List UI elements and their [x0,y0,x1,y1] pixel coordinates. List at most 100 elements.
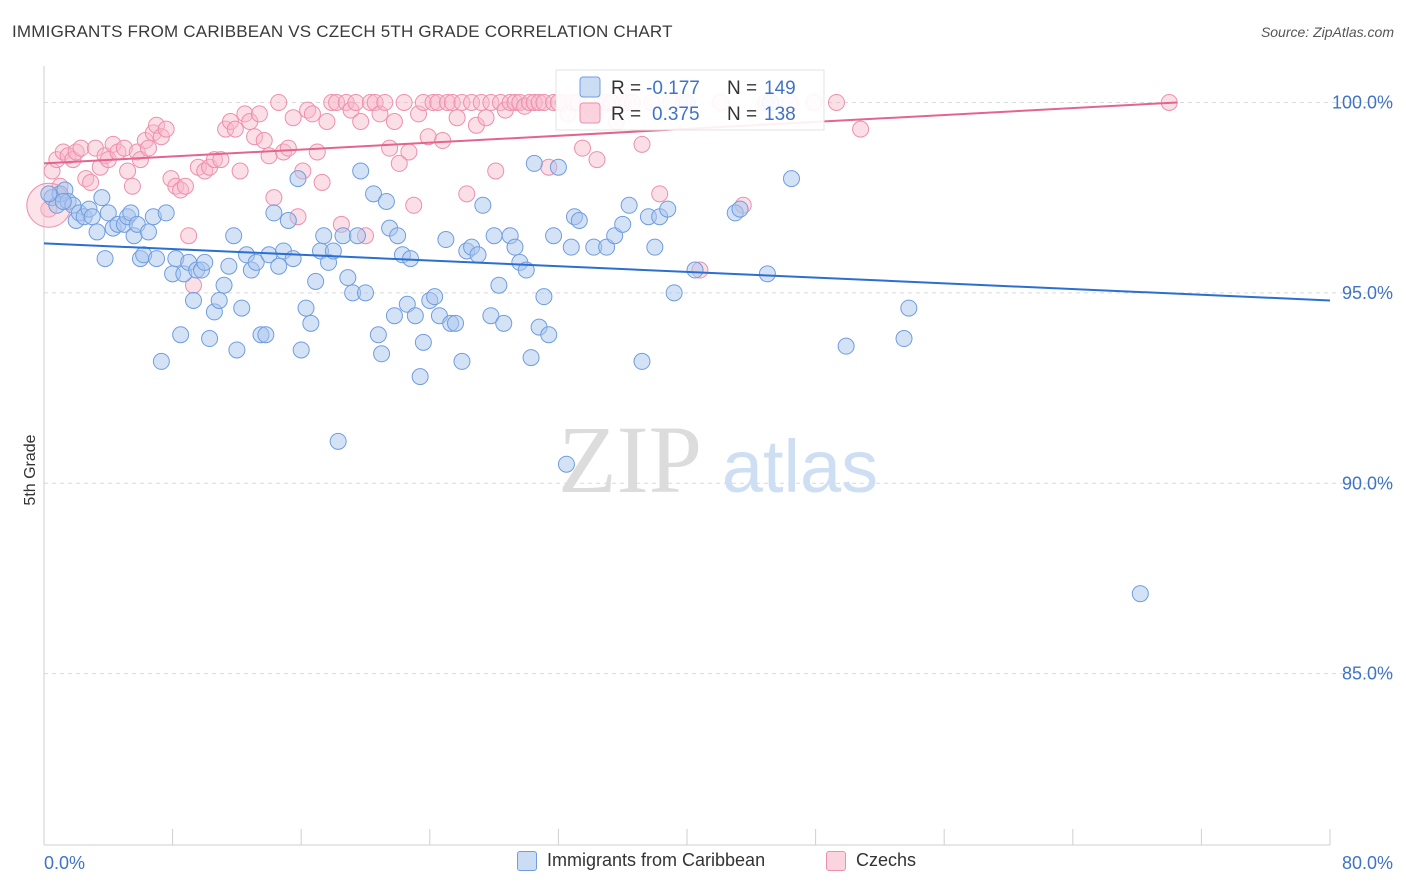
data-point-caribbean [270,257,288,275]
data-point-czechs [525,93,543,111]
data-point-czechs [390,154,408,172]
legend-swatch-czechs [579,102,601,124]
data-point-caribbean [782,170,800,188]
x-axis-labels: 0.0% 80.0% [44,853,1393,873]
data-point-czechs [284,109,302,127]
data-point-caribbean [352,162,370,180]
data-point-caribbean [620,196,638,214]
data-point-czechs [385,113,403,131]
data-point-czechs [180,227,198,245]
y-tick-label: 95.0% [1342,283,1393,303]
data-point-czechs [400,143,418,161]
data-point-caribbean [289,170,307,188]
bottom-legend: Immigrants from Caribbean Czechs [0,850,1406,880]
data-point-czechs [419,128,437,146]
data-point-caribbean [302,314,320,332]
bottom-legend-item-caribbean: Immigrants from Caribbean [517,850,765,871]
data-point-czechs [588,151,606,169]
data-point-caribbean [517,261,535,279]
data-point-caribbean [201,330,219,348]
data-point-caribbean [228,341,246,359]
data-point-czechs [361,93,379,111]
legend-n-label-1: N = [727,78,757,99]
data-point-caribbean [406,307,424,325]
data-point-czechs [477,109,495,127]
data-point-czechs [453,93,471,111]
data-point-caribbean [233,299,251,317]
watermark-atlas: atlas [722,425,878,508]
legend-n-value-2: 138 [764,104,796,125]
data-point-czechs [429,93,447,111]
y-tick-label: 90.0% [1342,473,1393,493]
data-point-czechs [226,120,244,138]
data-point-czechs [434,132,452,150]
data-point-caribbean [339,269,357,287]
data-point-czechs [313,173,331,191]
data-point-czechs [231,162,249,180]
data-point-czechs [205,151,223,169]
y-tick-label: 85.0% [1342,664,1393,684]
y-tick-label: 100.0% [1332,92,1393,112]
legend: R = -0.177 N = 149 R = 0.375 N = 138 [555,69,825,131]
data-point-czechs [176,177,194,195]
data-point-czechs [328,93,346,111]
data-point-czechs [506,93,524,111]
data-point-caribbean [485,227,503,245]
data-point-czechs [371,105,389,123]
data-point-caribbean [88,223,106,241]
data-point-caribbean [99,204,117,222]
data-point-caribbean [210,291,228,309]
data-point-caribbean [307,272,325,290]
data-point-czechs [119,162,137,180]
data-point-czechs [530,93,548,111]
data-point-caribbean [220,257,238,275]
data-point-czechs [574,139,592,157]
data-point-czechs [352,113,370,131]
data-point-caribbean [348,227,366,245]
data-point-czechs [381,139,399,157]
data-point-czechs [279,139,297,157]
bottom-legend-label-caribbean: Immigrants from Caribbean [547,850,766,870]
data-point-caribbean [837,337,855,355]
data-point-caribbean [1131,585,1149,603]
bottom-legend-item-czechs: Czechs [826,850,916,871]
data-point-czechs [410,105,428,123]
data-point-caribbean [83,208,101,226]
data-point-czechs [82,173,100,191]
data-point-czechs [448,109,466,127]
legend-r-label-2: R = [611,104,641,125]
data-point-caribbean [535,288,553,306]
data-point-czechs [255,132,273,150]
data-point-caribbean [426,288,444,306]
data-point-caribbean [414,333,432,351]
data-point-caribbean [40,185,58,203]
data-point-czechs [651,185,669,203]
data-point-caribbean [329,432,347,450]
data-point-caribbean [540,326,558,344]
data-point-caribbean [215,276,233,294]
data-point-caribbean [686,261,704,279]
data-point-caribbean [495,314,513,332]
watermark: ZIP atlas [558,406,878,513]
data-point-caribbean [447,314,465,332]
data-point-caribbean [522,349,540,367]
data-point-caribbean [292,341,310,359]
data-point-caribbean [614,215,632,233]
data-point-caribbean [257,326,275,344]
data-point-czechs [72,139,90,157]
data-point-czechs [438,93,456,111]
bottom-legend-swatch-czechs [826,850,846,871]
data-point-czechs [303,105,321,123]
data-point-czechs [501,93,519,111]
data-point-caribbean [665,284,683,302]
x-tick-label: 0.0% [44,853,85,873]
data-point-czechs [250,105,268,123]
legend-r-label-1: R = [611,78,641,99]
legend-n-value-1: 149 [764,78,796,99]
data-point-caribbean [225,227,243,245]
data-point-caribbean [139,223,157,241]
data-point-caribbean [279,212,297,230]
data-point-czechs [323,93,341,111]
data-point-czechs [115,139,133,157]
